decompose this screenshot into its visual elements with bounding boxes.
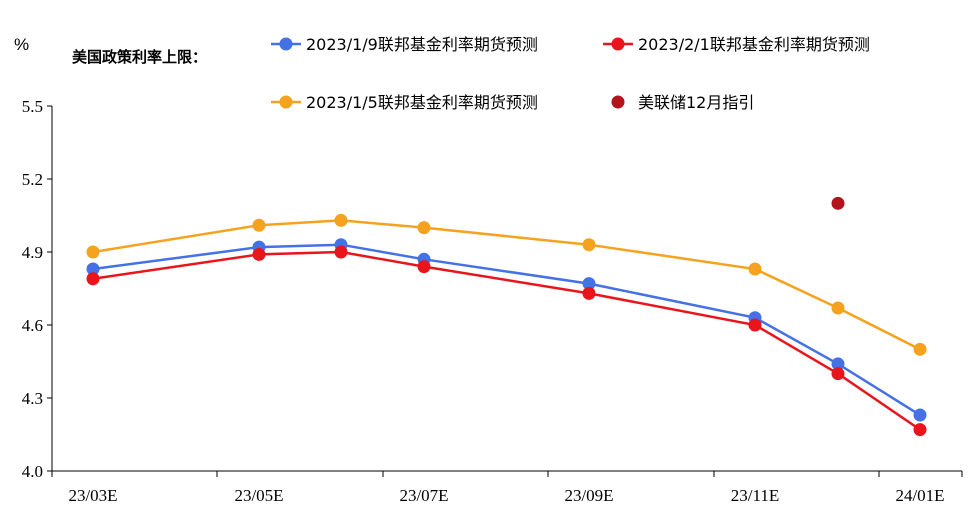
series-point-1	[831, 367, 845, 381]
x-tick-label: 23/03E	[68, 486, 117, 505]
series-point-0	[86, 262, 100, 276]
series-point-1	[582, 286, 596, 300]
y-tick-label: 4.0	[22, 462, 43, 481]
axes: 4.0 4.3 4.6 4.9 5.2 5.5 23/03E 23/05E 23/07E 23/0…	[22, 97, 963, 505]
y-axis-unit: %	[14, 35, 29, 54]
series-point-2	[252, 218, 266, 232]
chart-title: 美国政策利率上限：	[72, 48, 207, 66]
legend-marker	[279, 37, 293, 51]
guidance-point	[831, 196, 845, 210]
legend-label: 2023/2/1联邦基金利率期货预测	[638, 35, 870, 54]
x-tick-label: 23/09E	[564, 486, 613, 505]
series-line-1	[92, 250, 921, 431]
legend-item: 2023/2/1联邦基金利率期货预测	[603, 35, 870, 54]
series-point-1	[913, 423, 927, 437]
series-point-2	[334, 213, 348, 227]
legend-marker	[611, 37, 625, 51]
series-point-1	[252, 247, 266, 261]
series-line-0	[92, 243, 921, 417]
x-tick-label: 23/05E	[234, 486, 283, 505]
y-tick-label: 4.6	[22, 316, 43, 335]
series-point-1	[417, 260, 431, 274]
legend-label: 2023/1/9联邦基金利率期货预测	[306, 35, 538, 54]
y-tick-label: 5.5	[22, 97, 43, 116]
series-point-2	[748, 262, 762, 276]
series-point-0	[582, 277, 596, 291]
series-group	[86, 196, 927, 437]
series-point-2	[913, 342, 927, 356]
series-point-0	[831, 357, 845, 371]
x-tick-label: 24/01E	[895, 486, 944, 505]
series-point-2	[831, 301, 845, 315]
x-tick-label: 23/07E	[399, 486, 448, 505]
y-tick-label: 4.3	[22, 389, 43, 408]
series-line-2	[92, 219, 921, 351]
legend-label: 美联储12月指引	[638, 93, 754, 112]
legend-item: 美联储12月指引	[611, 93, 754, 112]
series-point-1	[86, 272, 100, 286]
series-point-2	[86, 245, 100, 259]
y-tick-label: 5.2	[22, 170, 43, 189]
y-tick-label: 4.9	[22, 243, 43, 262]
legend-item: 2023/1/5联邦基金利率期货预测	[271, 93, 538, 112]
series-point-1	[334, 245, 348, 259]
legend-marker	[279, 95, 293, 109]
legend-label: 2023/1/5联邦基金利率期货预测	[306, 93, 538, 112]
series-point-0	[913, 408, 927, 422]
legend: 2023/1/9联邦基金利率期货预测 2023/2/1联邦基金利率期货预测 2023…	[271, 35, 870, 112]
series-point-2	[582, 238, 596, 252]
x-tick-label: 23/11E	[731, 486, 779, 505]
legend-item: 2023/1/9联邦基金利率期货预测	[271, 35, 538, 54]
series-point-2	[417, 221, 431, 235]
legend-marker	[611, 95, 625, 109]
series-point-1	[748, 318, 762, 332]
